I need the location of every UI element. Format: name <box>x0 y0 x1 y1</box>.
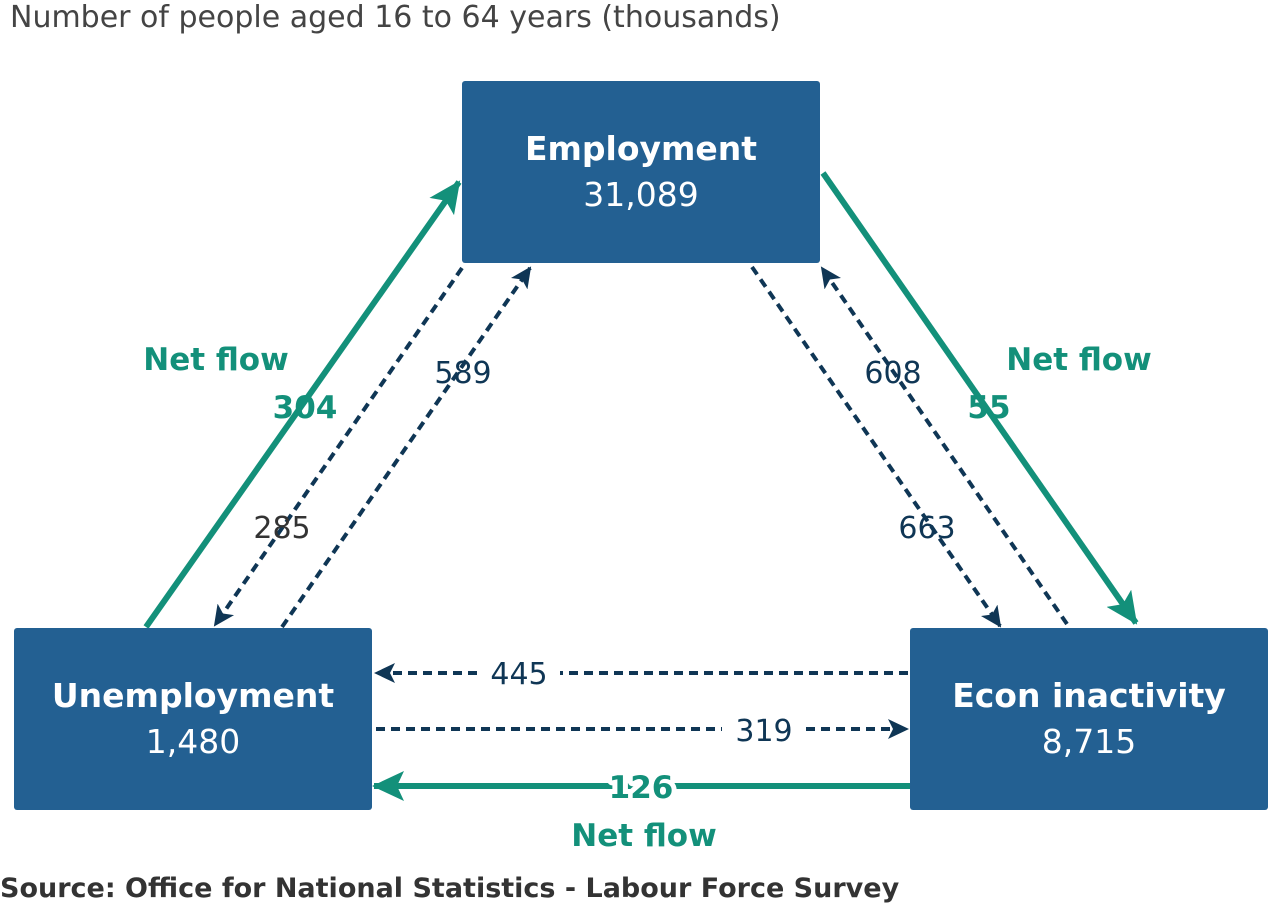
inactivity-value: 8,715 <box>1041 722 1137 761</box>
unemployment-value: 1,480 <box>145 722 241 761</box>
net-flow-arrow-emp-to-inact <box>820 171 1139 625</box>
net-flow-value-emp-to-inact: 55 <box>967 390 1010 426</box>
chart-subtitle: Number of people aged 16 to 64 years (th… <box>10 0 781 35</box>
flow-arrow-emp-to-inact <box>750 265 1002 628</box>
net-flow-label-left: Net flow <box>143 342 289 378</box>
employment-node: Employment 31,089 <box>462 81 820 263</box>
unemployment-name: Unemployment <box>51 676 335 715</box>
inactivity-name: Econ inactivity <box>952 676 1226 715</box>
employment-value: 31,089 <box>583 175 699 214</box>
unemployment-node: Unemployment 1,480 <box>14 628 372 810</box>
inactivity-node: Econ inactivity 8,715 <box>910 628 1268 810</box>
flow-label-inact-to-unemp: 445 <box>490 657 547 692</box>
employment-name: Employment <box>524 129 758 168</box>
net-flow-value-inact-to-unemp: 126 <box>609 770 674 806</box>
source-note: Source: Office for National Statistics -… <box>0 873 900 904</box>
flow-arrow-emp-to-unemp <box>213 266 464 627</box>
flow-label-unemp-to-inact: 319 <box>735 714 792 749</box>
flow-label-emp-to-unemp: 285 <box>253 511 310 546</box>
flow-arrow-unemp-to-emp <box>280 266 532 629</box>
flow-label-emp-to-inact: 663 <box>898 511 955 546</box>
flow-arrow-inact-to-emp <box>820 266 1069 626</box>
net-flow-label-bottom: Net flow <box>571 818 717 854</box>
net-flow-label-right: Net flow <box>1006 342 1152 378</box>
net-flow-value-unemp-to-emp: 304 <box>273 390 338 426</box>
net-flow-arrow-unemp-to-emp <box>143 180 462 629</box>
flow-label-inact-to-emp: 608 <box>864 356 921 391</box>
flow-label-unemp-to-emp: 589 <box>434 356 491 391</box>
